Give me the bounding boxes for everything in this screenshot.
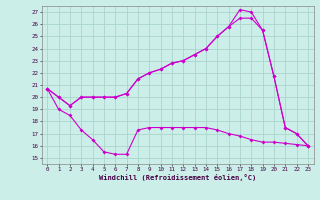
X-axis label: Windchill (Refroidissement éolien,°C): Windchill (Refroidissement éolien,°C) bbox=[99, 174, 256, 181]
